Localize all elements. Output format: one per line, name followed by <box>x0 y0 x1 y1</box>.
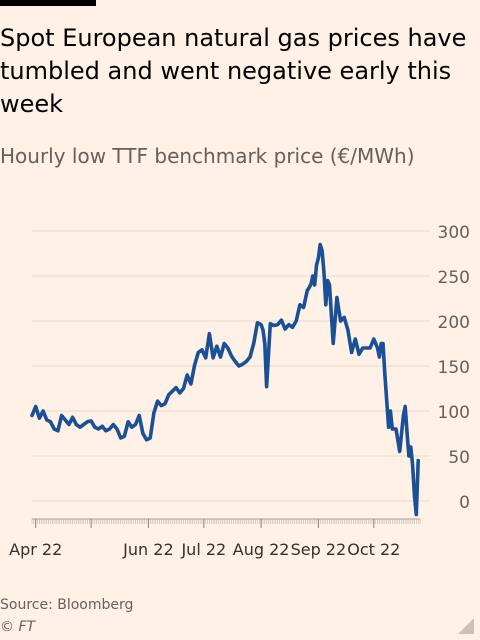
grid-lines <box>32 230 430 502</box>
y-tick-label: 100 <box>438 403 470 423</box>
price-series-line <box>30 242 420 517</box>
y-tick-label: 250 <box>438 268 470 288</box>
chart-title: Spot European natural gas prices have tu… <box>0 24 467 118</box>
source-note: Source: Bloomberg <box>0 597 134 613</box>
x-tick-label: Sep 22 <box>291 540 347 559</box>
ft-credit: © FT <box>0 619 36 635</box>
line-chart: 0 50 100 150 200 250 300 Apr 22 Jun 22 Jul 22 Aug… <box>9 223 470 559</box>
series-layer <box>30 242 420 517</box>
ft-top-bar <box>0 0 96 6</box>
y-tick-label: 200 <box>438 313 470 333</box>
x-tick-label: Aug 22 <box>233 540 290 559</box>
y-tick-label: 0 <box>459 493 470 513</box>
x-axis-tick-labels: Apr 22 Jun 22 Jul 22 Aug 22 Sep 22 Oct 22 <box>9 540 400 559</box>
y-tick-label: 50 <box>448 448 470 468</box>
x-tick-label: Apr 22 <box>9 540 62 559</box>
resize-corner-icon <box>458 618 474 634</box>
chart-subtitle: Hourly low TTF benchmark price (€/MWh) <box>0 144 415 168</box>
x-tick-label: Oct 22 <box>347 540 400 559</box>
x-tick-label: Jun 22 <box>122 540 173 559</box>
x-tick-label: Jul 22 <box>180 540 226 559</box>
x-axis <box>31 518 421 528</box>
y-axis-tick-labels: 0 50 100 150 200 250 300 <box>438 223 470 513</box>
y-tick-label: 300 <box>438 223 470 243</box>
y-tick-label: 150 <box>438 358 470 378</box>
